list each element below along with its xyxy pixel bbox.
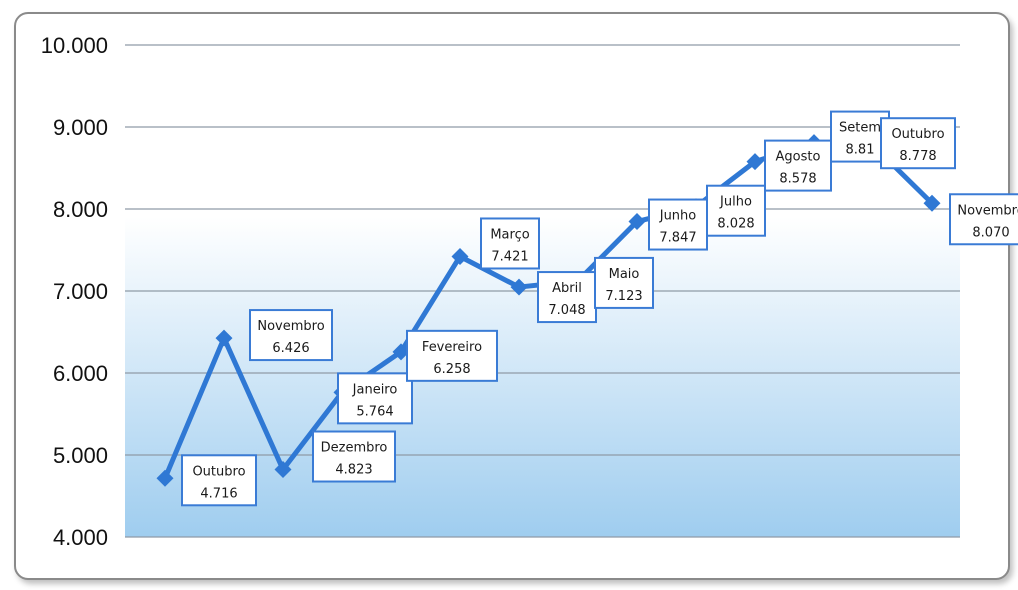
data-label-category: Novembro (257, 319, 324, 334)
data-label-box (337, 372, 413, 425)
data-label-value: 7.123 (605, 289, 642, 304)
data-label-box (406, 329, 498, 382)
data-label: Dezembro 4.823 (312, 430, 396, 483)
y-tick-label: 7.000 (53, 279, 108, 304)
data-label: Novembro 8.070 (949, 193, 1018, 246)
data-label: Fevereiro 6.258 (406, 329, 498, 382)
data-label-category: Fevereiro (422, 340, 482, 355)
y-tick-label: 8.000 (53, 197, 108, 222)
data-label-category: Dezembro (321, 441, 388, 456)
y-tick-label: 4.000 (53, 525, 108, 550)
data-label: Outubro 4.716 (181, 454, 257, 507)
data-label-category: Outubro (891, 127, 944, 142)
data-label-box (312, 430, 396, 483)
data-point (746, 153, 764, 171)
y-tick-label: 10.000 (41, 33, 108, 58)
data-label-box (764, 139, 832, 192)
data-label-box (949, 193, 1018, 246)
data-label: Maio 7.123 (594, 256, 654, 309)
data-point (156, 469, 174, 487)
data-point (451, 247, 469, 265)
data-label-value: 8.81 (846, 143, 875, 158)
data-label: Novembro 6.426 (249, 309, 333, 362)
data-label: Outubro 8.778 (880, 117, 956, 170)
data-label-box (480, 217, 540, 270)
data-label: Março 7.421 (480, 217, 540, 270)
data-label-box (706, 184, 766, 237)
data-label-value: 7.421 (491, 249, 528, 264)
data-label-category: Janeiro (352, 382, 398, 397)
y-tick-label: 6.000 (53, 361, 108, 386)
y-axis-ticks: 4.000 5.000 6.000 7.000 8.000 9.000 10.000 (41, 33, 108, 550)
data-labels: Outubro 4.716 Novembro 6.426 Dezembro 4.823 Ja… (181, 110, 1018, 507)
y-tick-label: 9.000 (53, 115, 108, 140)
data-label: Junho 7.847 (648, 198, 708, 251)
data-label-value: 4.823 (335, 463, 372, 478)
data-label-box (830, 110, 890, 163)
data-label-value: 6.426 (272, 341, 309, 356)
data-label-box (648, 198, 708, 251)
data-label: Abril 7.048 (537, 271, 597, 324)
data-point (510, 278, 528, 296)
data-point (628, 213, 646, 231)
data-point (215, 329, 233, 347)
data-label-value: 8.778 (899, 149, 936, 164)
data-label-category: Abril (552, 281, 582, 296)
data-label: Julho 8.028 (706, 184, 766, 237)
data-label-category: Novembro (957, 203, 1018, 218)
data-label-box (594, 256, 654, 309)
data-label-value: 7.847 (659, 231, 696, 246)
data-label: Janeiro 5.764 (337, 372, 413, 425)
data-label-box (880, 117, 956, 170)
data-label-category: Junho (659, 209, 697, 224)
data-label-value: 4.716 (200, 486, 237, 501)
data-label-value: 6.258 (433, 362, 470, 377)
data-label-value: 5.764 (356, 404, 393, 419)
y-tick-label: 5.000 (53, 443, 108, 468)
data-label-value: 8.578 (779, 172, 816, 187)
gridlines (125, 44, 960, 538)
data-label-box (181, 454, 257, 507)
data-label-category: Maio (609, 267, 640, 282)
data-label: Agosto 8.578 (764, 139, 832, 192)
data-label-value: 7.048 (548, 303, 585, 318)
data-label-category: Julho (719, 195, 752, 210)
data-point (923, 194, 941, 212)
data-point (392, 343, 410, 361)
data-point (274, 461, 292, 478)
data-label-category: Setem (839, 121, 881, 136)
data-label-category: Agosto (776, 150, 821, 165)
data-label-category: Outubro (192, 464, 245, 479)
data-label-value: 8.028 (717, 217, 754, 232)
data-label: Setem 8.81 (830, 110, 890, 163)
data-label-value: 8.070 (972, 225, 1009, 240)
data-label-category: Março (490, 227, 529, 242)
data-label-box (249, 309, 333, 362)
